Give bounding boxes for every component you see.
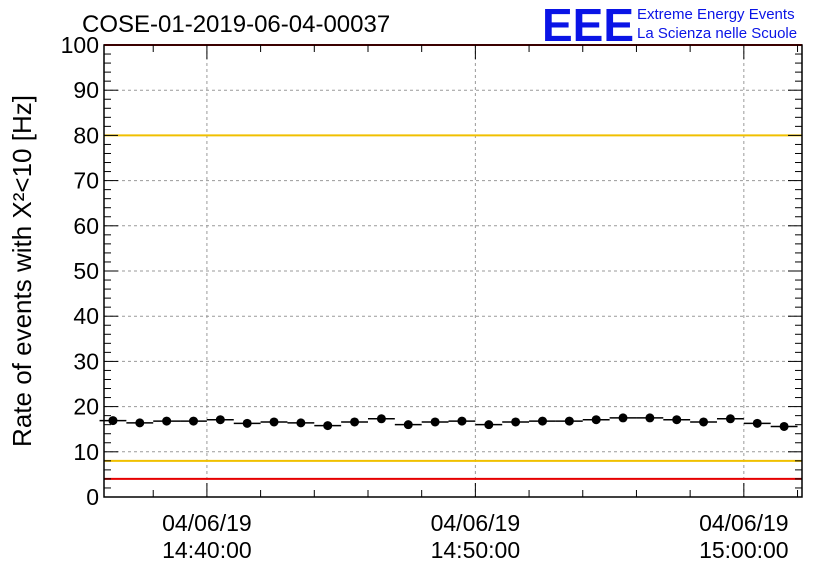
- x-tick-labels: 04/06/1914:40:0004/06/1914:50:0004/06/19…: [162, 510, 788, 563]
- data-points: [99, 413, 798, 431]
- y-tick-label: 90: [73, 77, 99, 103]
- data-point: [323, 421, 333, 431]
- y-tick-label: 30: [73, 348, 99, 374]
- data-point: [430, 417, 440, 427]
- y-tick-label: 80: [73, 122, 99, 148]
- data-point: [537, 416, 547, 426]
- data-point: [350, 417, 360, 427]
- x-tick-date-label: 04/06/19: [699, 510, 789, 536]
- y-tick-label: 50: [73, 258, 99, 284]
- eee-logo: EEE Extreme Energy Events La Scienza nel…: [542, 0, 797, 51]
- data-point: [376, 414, 386, 424]
- logo-line-1: Extreme Energy Events: [637, 6, 795, 23]
- x-tick-date-label: 04/06/19: [431, 510, 521, 536]
- data-point: [752, 418, 762, 428]
- y-tick-label: 70: [73, 168, 99, 194]
- data-point: [672, 415, 682, 425]
- data-point: [269, 417, 279, 427]
- y-tick-label: 100: [61, 32, 99, 58]
- y-tick-labels: 0 10 20 30 40 50 60 70 80 90 100: [61, 32, 99, 510]
- x-tick-time-label: 14:50:00: [431, 537, 521, 563]
- y-tick-label: 0: [86, 484, 99, 510]
- data-point: [135, 418, 145, 428]
- data-point: [699, 417, 709, 427]
- data-point: [242, 418, 252, 428]
- run-title: COSE-01-2019-06-04-00037: [82, 11, 390, 38]
- grid-lines: [104, 45, 802, 497]
- logo-text: EEE: [542, 0, 634, 51]
- reference-lines: [104, 44, 802, 480]
- data-point: [296, 418, 306, 428]
- y-tick-label: 20: [73, 394, 99, 420]
- data-point: [457, 416, 467, 426]
- data-point: [591, 415, 601, 425]
- data-point: [215, 415, 225, 425]
- y-tick-label: 60: [73, 213, 99, 239]
- x-tick-time-label: 15:00:00: [699, 537, 789, 563]
- logo-line-2: La Scienza nelle Scuole: [637, 25, 797, 42]
- data-point: [645, 413, 655, 423]
- data-point: [162, 416, 172, 426]
- x-tick-time-label: 14:40:00: [162, 537, 252, 563]
- y-axis-title: Rate of events with X²<10 [Hz]: [7, 95, 37, 447]
- data-point: [108, 416, 118, 426]
- data-point: [403, 420, 413, 430]
- y-tick-label: 40: [73, 303, 99, 329]
- data-point: [188, 416, 198, 426]
- data-point: [511, 417, 521, 427]
- axis-ticks: [104, 44, 802, 498]
- data-point: [618, 413, 628, 423]
- data-point: [725, 414, 735, 424]
- data-point: [564, 416, 574, 426]
- data-point: [779, 421, 789, 431]
- x-tick-date-label: 04/06/19: [162, 510, 252, 536]
- data-point: [484, 420, 494, 430]
- y-tick-label: 10: [73, 439, 99, 465]
